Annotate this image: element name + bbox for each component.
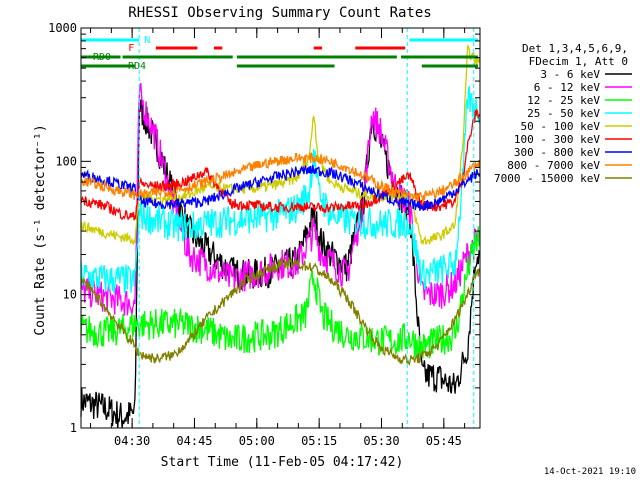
x-axis: 04:30 04:45 05:00 05:15 05:30 05:45 (90, 28, 466, 448)
footer-timestamp: 14-Oct-2021 19:10 (544, 467, 636, 477)
legend-label: 25 - 50 keV (527, 107, 600, 120)
legend: Det 1,3,4,5,6,9,FDecim 1, Att 03 - 6 keV… (494, 42, 632, 185)
y-axis-label: Count Rate (s⁻¹ detector⁻¹) (33, 124, 48, 335)
series-line (80, 226, 480, 361)
y-tick-label: 1 (70, 421, 77, 435)
plot-frame (80, 27, 481, 429)
series-line (80, 152, 481, 202)
legend-label: 3 - 6 keV (540, 68, 600, 81)
state-label-rd0: RD0 (93, 52, 111, 63)
legend-header: FDecim 1, Att 0 (529, 55, 628, 68)
legend-label: 50 - 100 keV (521, 120, 601, 133)
y-tick-label: 100 (55, 154, 77, 168)
y-tick-label: 10 (63, 288, 77, 302)
y-tick-label: 1000 (48, 21, 77, 35)
x-tick-label: 05:00 (239, 434, 275, 448)
x-tick-label: 05:15 (301, 434, 337, 448)
x-axis-label: Start Time (11-Feb-05 04:17:42) (161, 455, 404, 470)
state-label-f: F (128, 43, 134, 54)
x-tick-label: 04:45 (176, 434, 212, 448)
legend-label: 300 - 800 keV (514, 146, 600, 159)
legend-label: 800 - 7000 keV (507, 159, 600, 172)
state-label-rd4: RD4 (128, 61, 146, 72)
legend-header: Det 1,3,4,5,6,9, (522, 42, 628, 55)
chart-title: RHESSI Observing Summary Count Rates (128, 5, 431, 21)
series-line (80, 109, 481, 221)
legend-label: 7000 - 15000 keV (494, 172, 600, 185)
series-line (80, 85, 481, 294)
legend-label: 6 - 12 keV (534, 81, 601, 94)
legend-label: 100 - 300 keV (514, 133, 600, 146)
x-tick-label: 04:30 (114, 434, 150, 448)
series-line (80, 97, 481, 429)
x-tick-label: 05:30 (363, 434, 399, 448)
series-line (80, 164, 481, 211)
x-tick-label: 05:45 (426, 434, 462, 448)
legend-label: 12 - 25 keV (527, 94, 600, 107)
series-line (80, 256, 481, 367)
plot-area: NF RD0 RD4 (80, 27, 481, 429)
y-axis: 1 10 100 1000 (48, 21, 480, 435)
state-label-n: N (144, 35, 150, 46)
